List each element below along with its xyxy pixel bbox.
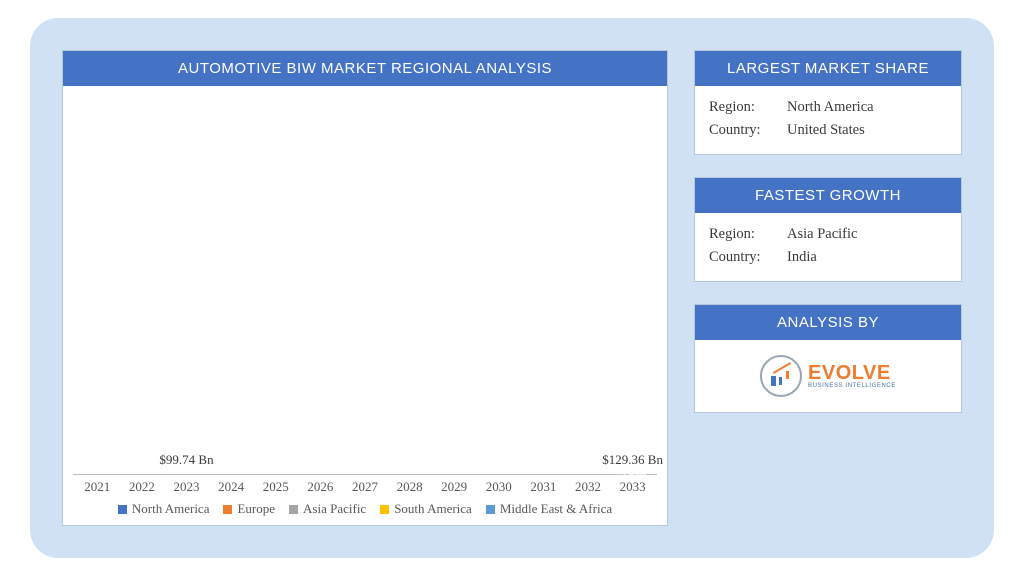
chart-title: AUTOMOTIVE BIW MARKET REGIONAL ANALYSIS (63, 51, 667, 86)
label-region: Region: (709, 226, 777, 243)
legend-swatch (223, 505, 232, 514)
x-tick: 2030 (481, 479, 517, 495)
analysis-title: ANALYSIS BY (695, 305, 961, 340)
growth-title: FASTEST GROWTH (695, 178, 961, 213)
legend-swatch (380, 505, 389, 514)
x-tick: 2025 (258, 479, 294, 495)
legend-item: Asia Pacific (289, 501, 366, 517)
callout-label: $99.74 Bn (159, 452, 213, 468)
x-tick: 2021 (79, 479, 115, 495)
brand-name: EVOLVE (808, 363, 896, 383)
value-region: Asia Pacific (787, 226, 857, 243)
x-axis: 2021 2022 2023 2024 2025 2026 2027 2028 2029 2030… (73, 475, 657, 501)
value-country: United States (787, 122, 865, 139)
chart-area: $99.74 Bn$129.36 Bn18%12% 20212022202320… (63, 86, 667, 525)
bars-container: $99.74 Bn$129.36 Bn18%12% (73, 92, 657, 474)
x-tick: 2027 (347, 479, 383, 495)
logo-text: EVOLVE BUSINESS INTELLIGENCE (808, 363, 896, 389)
value-country: India (787, 249, 817, 266)
legend-item: Europe (223, 501, 275, 517)
market-share-country-row: Country: United States (709, 119, 947, 142)
plot-area: $99.74 Bn$129.36 Bn18%12% (73, 92, 657, 475)
market-share-region-row: Region: North America (709, 96, 947, 119)
legend-item: Middle East & Africa (486, 501, 612, 517)
analysis-body: EVOLVE BUSINESS INTELLIGENCE (695, 340, 961, 412)
x-tick: 2031 (525, 479, 561, 495)
legend-label: South America (394, 501, 472, 517)
x-tick: 2028 (392, 479, 428, 495)
logo-mark-icon (760, 355, 802, 397)
legend-label: Middle East & Africa (500, 501, 612, 517)
x-tick: 2023 (169, 479, 205, 495)
brand-tagline: BUSINESS INTELLIGENCE (808, 383, 896, 389)
dashboard-card: AUTOMOTIVE BIW MARKET REGIONAL ANALYSIS … (30, 18, 994, 558)
legend-item: North America (118, 501, 210, 517)
legend-label: Asia Pacific (303, 501, 366, 517)
market-share-title: LARGEST MARKET SHARE (695, 51, 961, 86)
label-region: Region: (709, 99, 777, 116)
callout-label: $129.36 Bn (602, 452, 663, 468)
value-region: North America (787, 99, 874, 116)
label-country: Country: (709, 122, 777, 139)
legend-swatch (118, 505, 127, 514)
growth-box: FASTEST GROWTH Region: Asia Pacific Coun… (694, 177, 962, 282)
market-share-body: Region: North America Country: United St… (695, 86, 961, 154)
label-country: Country: (709, 249, 777, 266)
brand-logo: EVOLVE BUSINESS INTELLIGENCE (760, 355, 896, 397)
analysis-box: ANALYSIS BY EVOLVE BUSINESS INTELLIGENCE (694, 304, 962, 413)
chart-panel: AUTOMOTIVE BIW MARKET REGIONAL ANALYSIS … (62, 50, 668, 526)
legend-label: North America (132, 501, 210, 517)
growth-region-row: Region: Asia Pacific (709, 223, 947, 246)
sidebar: LARGEST MARKET SHARE Region: North Ameri… (694, 50, 962, 526)
pct-label: 12% (621, 467, 647, 482)
x-tick: 2026 (302, 479, 338, 495)
x-tick: 2024 (213, 479, 249, 495)
legend-label: Europe (237, 501, 275, 517)
x-tick: 2032 (570, 479, 606, 495)
x-tick: 2029 (436, 479, 472, 495)
growth-body: Region: Asia Pacific Country: India (695, 213, 961, 281)
market-share-box: LARGEST MARKET SHARE Region: North Ameri… (694, 50, 962, 155)
legend-swatch (289, 505, 298, 514)
legend-item: South America (380, 501, 472, 517)
legend-swatch (486, 505, 495, 514)
growth-country-row: Country: India (709, 246, 947, 269)
legend: North America Europe Asia Pacific South Ame… (73, 501, 657, 521)
x-tick: 2022 (124, 479, 160, 495)
